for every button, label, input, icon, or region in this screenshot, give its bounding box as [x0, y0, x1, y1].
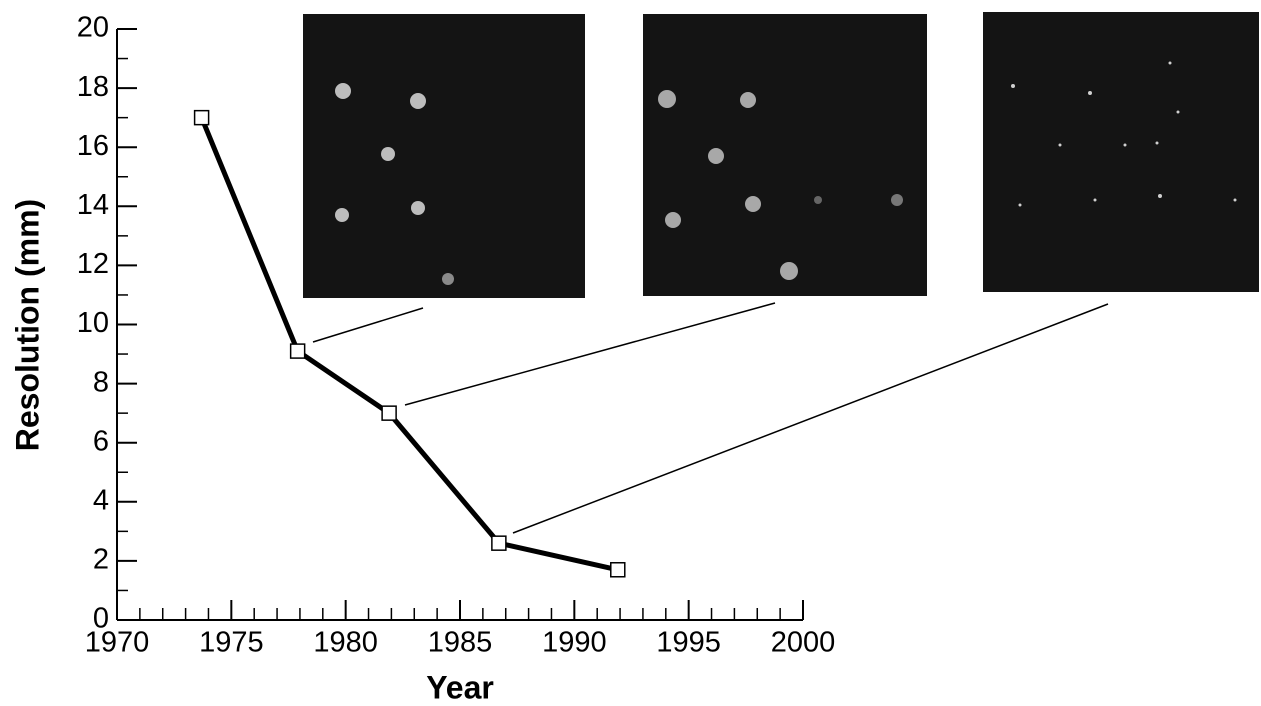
y-axis-label: Resolution (mm) — [9, 199, 45, 451]
inset-dots — [1011, 61, 1237, 207]
y-tick-label: 0 — [93, 603, 109, 635]
x-tick-label: 2000 — [771, 627, 836, 659]
inset-dots — [658, 90, 903, 280]
x-tick-label: 1980 — [313, 627, 378, 659]
inset-image — [983, 12, 1259, 292]
leader-line — [512, 303, 1109, 534]
x-axis-label: Year — [426, 669, 494, 705]
inset-images — [303, 12, 1259, 298]
data-point — [491, 535, 507, 551]
inset-image — [643, 14, 927, 296]
y-tick-label: 14 — [77, 189, 109, 221]
y-tick-label: 18 — [77, 71, 109, 103]
y-tick-label: 8 — [93, 366, 109, 398]
x-tick-label: 1990 — [542, 627, 607, 659]
data-point — [610, 562, 626, 578]
inset-dots — [335, 83, 454, 285]
x-tick-label: 1970 — [85, 627, 150, 659]
x-tick-label: 1995 — [656, 627, 721, 659]
x-tick-label: 1975 — [199, 627, 264, 659]
inset-image — [303, 14, 585, 298]
y-tick-label: 6 — [93, 425, 109, 457]
y-tick-label: 16 — [77, 130, 109, 162]
leader-lines — [312, 302, 1109, 534]
leader-line — [404, 302, 776, 406]
x-tick-label: 1985 — [428, 627, 493, 659]
y-tick-label: 4 — [93, 484, 109, 516]
y-tick-label: 2 — [93, 544, 109, 576]
data-point — [381, 405, 397, 421]
y-tick-label: 12 — [77, 248, 109, 280]
data-point — [193, 109, 210, 126]
leader-line — [312, 307, 424, 343]
y-tick-label: 20 — [77, 12, 109, 44]
data-point — [289, 343, 306, 359]
y-tick-label: 10 — [77, 307, 109, 339]
